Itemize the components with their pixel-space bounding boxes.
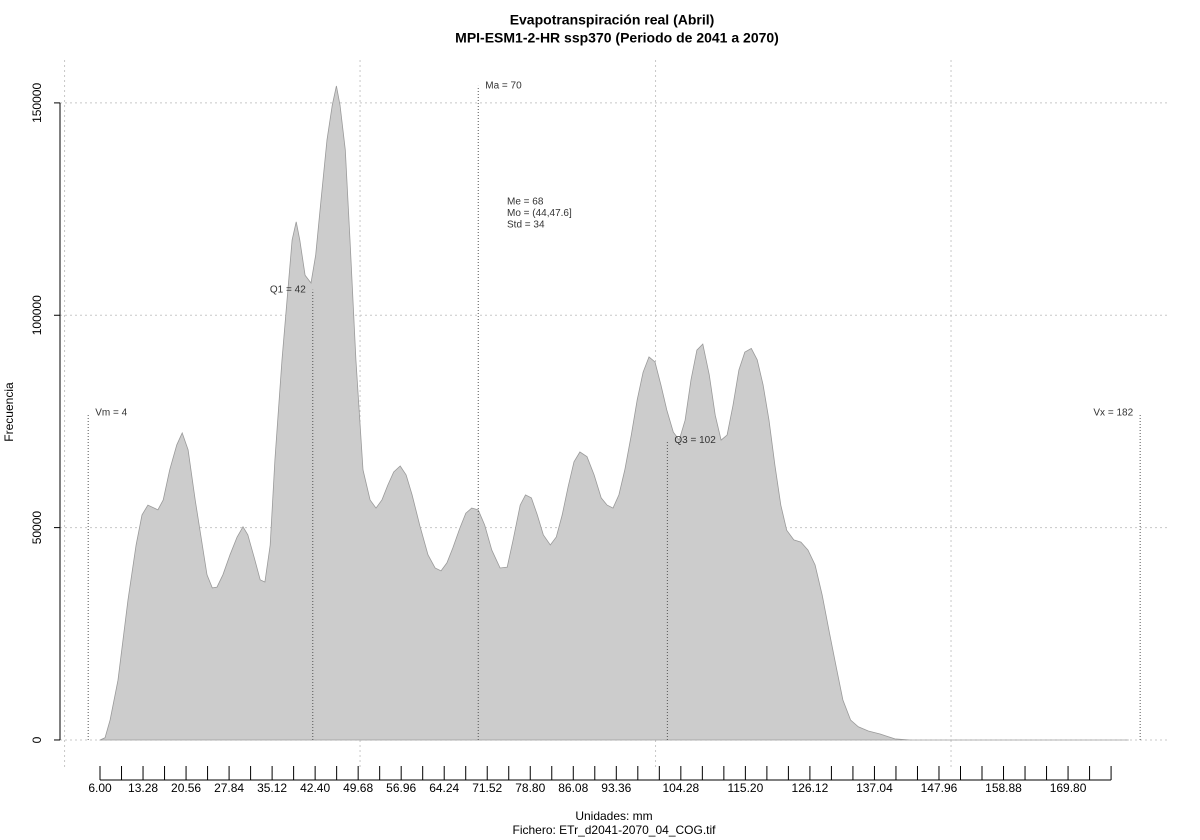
stat-label: Mo = (44,47.6] [507,208,572,219]
chart-subtitle: MPI-ESM1-2-HR ssp370 (Periodo de 2041 a … [455,30,779,46]
x-tick-label: 137.04 [856,781,893,795]
y-axis-label: Frecuencia [2,382,16,442]
x-tick-label: 126.12 [792,781,829,795]
x-tick-label: 158.88 [985,781,1022,795]
x-tick-label: 71.52 [472,781,502,795]
x-tick-label: 35.12 [257,781,287,795]
x-tick-label: 115.20 [727,781,763,795]
chart-title: Evapotranspiración real (Abril) [510,12,715,28]
density-area [99,85,1129,741]
marker-label: Vm = 4 [95,408,127,419]
x-tick-label: 20.56 [171,781,201,795]
x-tick-label: 64.24 [429,781,459,795]
x-tick-label: 147.96 [921,781,958,795]
x-axis-label: Unidades: mm [575,809,652,823]
x-tick-label: 104.28 [662,781,699,795]
y-tick-label: 50000 [30,511,44,545]
x-tick-label: 56.96 [386,781,416,795]
x-tick-label: 13.28 [128,781,158,795]
x-tick-label: 27.84 [214,781,244,795]
stat-label: Std = 34 [507,220,545,231]
stat-label: Me = 68 [507,197,544,208]
marker-label: Q3 = 102 [674,435,716,446]
y-tick-label: 100000 [30,295,44,335]
marker-label: Q1 = 42 [270,284,306,295]
x-tick-label: 6.00 [88,781,112,795]
x-tick-label: 49.68 [343,781,373,795]
caption: Fichero: ETr_d2041-2070_04_COG.tif [513,823,717,837]
x-tick-label: 169.80 [1050,781,1087,795]
y-tick-label: 150000 [30,83,44,123]
x-tick-label: 93.36 [601,781,631,795]
x-tick-label: 86.08 [558,781,588,795]
marker-label: Vx = 182 [1093,408,1133,419]
x-tick-label: 42.40 [300,781,330,795]
marker-label: Ma = 70 [485,81,522,92]
x-tick-label: 78.80 [515,781,545,795]
y-tick-label: 0 [30,736,44,743]
